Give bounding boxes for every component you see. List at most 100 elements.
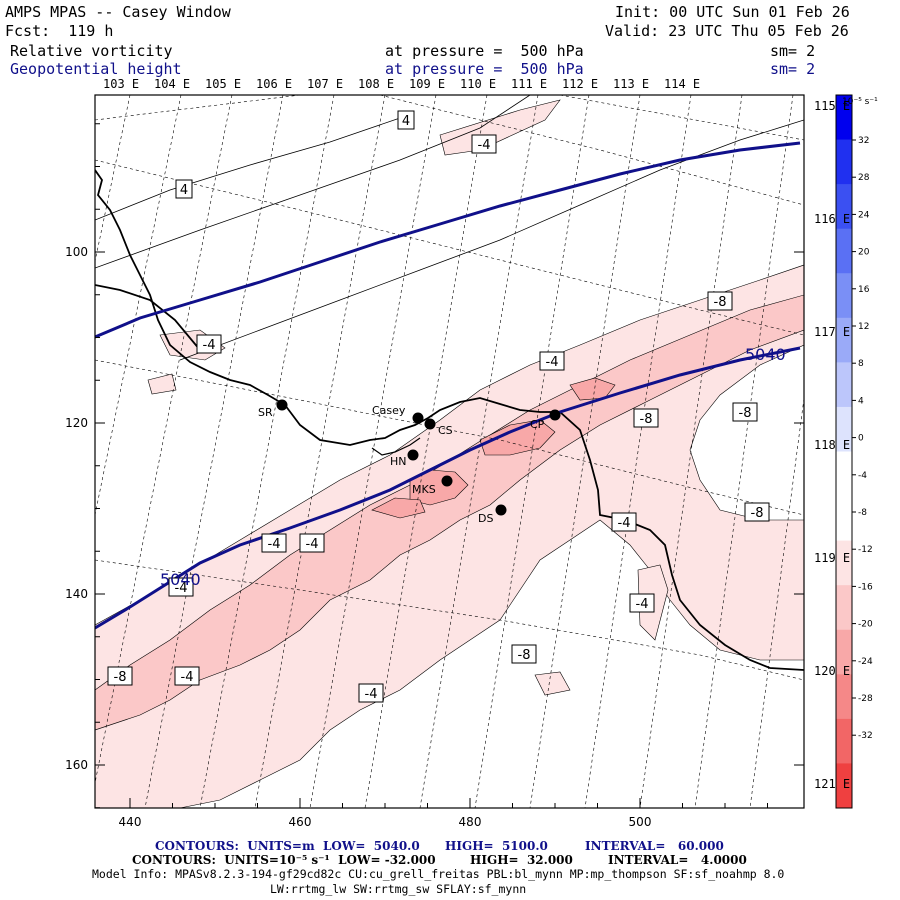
station-label: CP — [530, 418, 545, 431]
parallel-line — [95, 559, 804, 681]
colorbar-swatch — [836, 451, 852, 497]
field2-level: at pressure = 500 hPa — [385, 60, 584, 78]
contour-label-box — [107, 666, 133, 686]
station-dot — [441, 475, 453, 487]
contour-label-box — [196, 334, 222, 354]
station-label: HN — [390, 455, 407, 468]
field1-level: at pressure = 500 hPa — [385, 42, 584, 60]
contour-label: -4 — [306, 537, 319, 552]
colorbar-swatch — [836, 718, 852, 764]
contour-label: -4 — [546, 355, 559, 370]
colorbar-label: 20 — [858, 248, 870, 258]
contour-label: -4 — [478, 138, 491, 153]
colorbar-swatch — [836, 585, 852, 631]
station-label: SR — [258, 406, 273, 419]
contour-label: -8 — [114, 670, 127, 685]
contour-label: -8 — [640, 412, 653, 427]
meridian-line — [474, 95, 590, 808]
contour-label: -8 — [714, 295, 727, 310]
station-markers: SR Casey CS CP HN MKS DS — [258, 399, 561, 525]
meridian-line — [419, 95, 539, 808]
contour-label: -8 — [518, 648, 531, 663]
contour-label: -8 — [751, 506, 764, 521]
contour-label: -4 — [181, 670, 194, 685]
parallel-line — [379, 95, 804, 206]
colorbar-swatch — [836, 496, 852, 542]
top-lon-label: 110 E — [460, 77, 497, 91]
meridian-line — [95, 95, 131, 263]
right-lon-label: 118 E — [814, 438, 851, 452]
footer-vorticity-high: HIGH= 32.000 — [470, 853, 573, 867]
contour-label: -4 — [365, 687, 378, 702]
colorbar-label: -4 — [858, 471, 867, 481]
geopotential-height-contours — [95, 141, 801, 630]
top-lon-label: 103 E — [103, 77, 140, 91]
top-lon-label: 104 E — [154, 77, 191, 91]
vorticity-core-4 — [371, 497, 426, 519]
contour-label-box — [707, 291, 733, 311]
meridian-line — [529, 95, 641, 808]
station-dot — [412, 412, 424, 424]
contour-label-box — [174, 666, 200, 686]
station-label: CS — [438, 424, 453, 437]
plot-frame — [94, 94, 805, 809]
contour-label: -4 — [175, 581, 188, 596]
contour-label-box — [175, 179, 193, 199]
colorbar-label: -8 — [858, 508, 867, 518]
field2-smoothing: sm= 2 — [770, 60, 816, 78]
field1-smoothing: sm= 2 — [770, 42, 816, 60]
field1-name: Relative vorticity — [10, 42, 173, 60]
contour-label: -8 — [739, 406, 752, 421]
init-time: Init: 00 UTC Sun 01 Feb 26 — [615, 3, 850, 21]
colorbar-label: -28 — [858, 694, 873, 704]
top-lon-label: 109 E — [409, 77, 446, 91]
contour-label-box — [539, 351, 565, 371]
x-tick-label: 480 — [459, 815, 482, 829]
contour-label-box — [299, 533, 325, 553]
station-dot — [424, 418, 436, 430]
station-label: DS — [478, 512, 493, 525]
parallel-line — [95, 95, 301, 121]
vorticity-core-2 — [479, 419, 556, 456]
vorticity-blob-5 — [534, 671, 571, 696]
footer-model-info-2: LW:rrtmg_lw SW:rrtmg_sw SFLAY:sf_mynn — [270, 882, 527, 896]
meridian-line — [309, 95, 437, 808]
meridian-line — [199, 95, 335, 808]
height-label-east: 5040 — [745, 345, 786, 364]
station-dot — [495, 504, 507, 516]
top-lon-label: 111 E — [511, 77, 548, 91]
x-tick-label: 460 — [289, 815, 312, 829]
colorbar-swatch — [836, 406, 852, 452]
footer-height-high: HIGH= 5100.0 — [445, 839, 548, 853]
contour-label: -4 — [203, 338, 216, 353]
field2-name: Geopotential height — [10, 60, 182, 78]
coastline — [95, 169, 804, 671]
colorbar-frame — [835, 94, 853, 809]
colorbar-label: -24 — [858, 657, 873, 667]
meridian-line — [144, 95, 284, 808]
colorbar-label: -20 — [858, 620, 873, 630]
colorbar-label: 24 — [858, 210, 870, 220]
right-lon-label: 116 E — [814, 212, 851, 226]
footer-height-interval: INTERVAL= 60.000 — [585, 839, 724, 853]
colorbar-swatch — [836, 674, 852, 720]
colorbar-label: 28 — [858, 173, 870, 183]
colorbar-swatch — [836, 540, 852, 586]
colorbar-label: 8 — [858, 359, 864, 369]
colorbar-swatch — [836, 228, 852, 274]
forecast-hour: Fcst: 119 h — [5, 22, 114, 40]
colorbar-label: 32 — [858, 136, 869, 146]
contour-label: -4 — [618, 516, 631, 531]
lat-lon-graticule — [95, 95, 804, 808]
y-tick-label: 140 — [65, 587, 88, 601]
colorbar-swatch — [836, 362, 852, 408]
footer-vorticity-interval: INTERVAL= 4.0000 — [608, 853, 747, 867]
footer-model-info: Model Info: MPASv8.2.3-194-gf29cd82c CU:… — [92, 867, 785, 881]
top-lon-label: 112 E — [562, 77, 599, 91]
contour-label-box — [358, 683, 384, 703]
right-lon-label: 115 E — [814, 99, 851, 113]
footer-vorticity-contours: CONTOURS: UNITS=10⁻⁵ s⁻¹ LOW= -32.000 — [132, 853, 436, 867]
parallel-line — [95, 159, 804, 336]
station-label: Casey — [372, 404, 406, 417]
thin-contours — [95, 95, 804, 361]
